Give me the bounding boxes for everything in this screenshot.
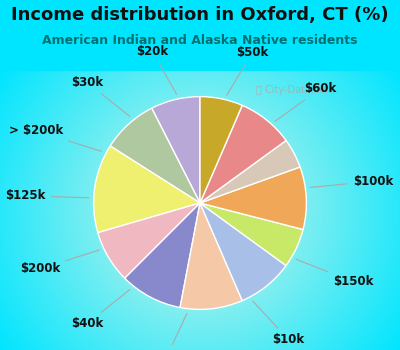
Text: > $200k: > $200k (10, 124, 102, 152)
Text: $30k: $30k (72, 76, 130, 117)
Wedge shape (98, 203, 200, 278)
Bar (0, 0, 400, 70)
Text: $100k: $100k (310, 175, 393, 188)
Wedge shape (200, 105, 286, 203)
Wedge shape (200, 97, 242, 203)
Text: $60k: $60k (275, 82, 336, 121)
Wedge shape (200, 203, 303, 266)
Wedge shape (200, 140, 300, 203)
Text: $125k: $125k (6, 189, 89, 202)
Wedge shape (152, 97, 200, 203)
Text: $50k: $50k (227, 47, 268, 95)
Wedge shape (110, 108, 200, 203)
Wedge shape (94, 146, 200, 233)
Text: $150k: $150k (296, 259, 373, 288)
Wedge shape (180, 203, 242, 309)
Wedge shape (125, 203, 200, 308)
Text: American Indian and Alaska Native residents: American Indian and Alaska Native reside… (42, 34, 358, 47)
Wedge shape (200, 167, 306, 230)
Text: $10k: $10k (253, 301, 304, 346)
Text: Income distribution in Oxford, CT (%): Income distribution in Oxford, CT (%) (11, 6, 389, 24)
Text: $40k: $40k (71, 289, 130, 330)
Text: ⌕ City-Data.com: ⌕ City-Data.com (256, 85, 334, 95)
Text: $75k: $75k (151, 313, 187, 350)
Text: $20k: $20k (136, 46, 177, 94)
Text: $200k: $200k (20, 250, 99, 275)
Wedge shape (200, 203, 286, 301)
